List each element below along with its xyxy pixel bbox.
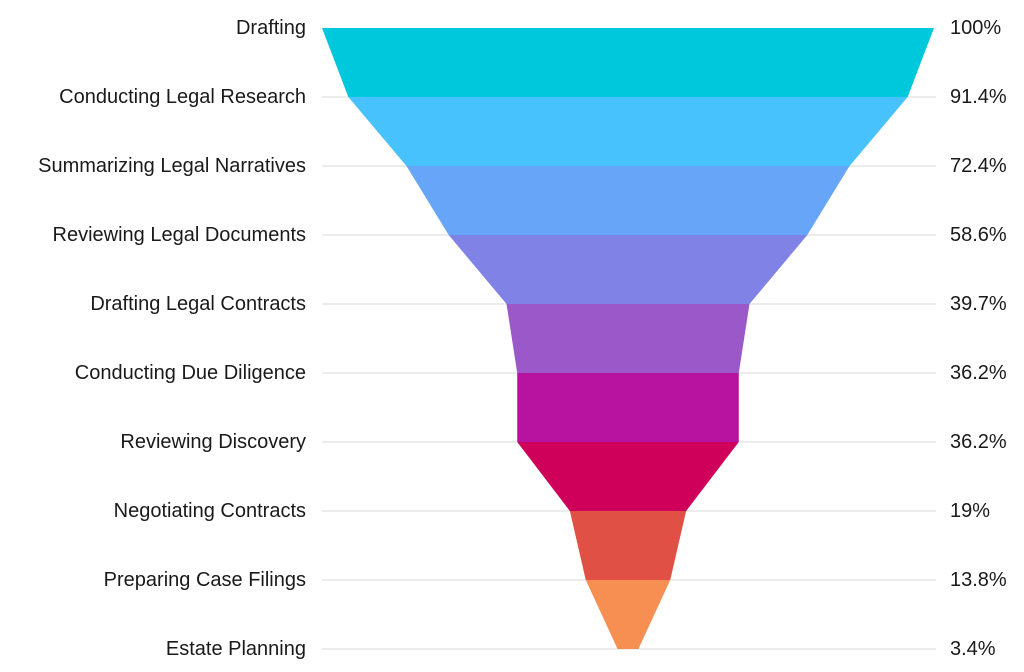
category-label: Negotiating Contracts (114, 500, 306, 522)
funnel-band (506, 304, 750, 373)
value-label: 36.2% (950, 431, 1007, 453)
category-label: Conducting Due Diligence (75, 362, 306, 384)
category-label: Estate Planning (166, 638, 306, 660)
value-label: 19% (950, 500, 990, 522)
value-labels: 100% 91.4% 72.4% 58.6% 39.7% 36.2% 36.2% 19% 13.… (950, 17, 1007, 660)
value-label: 58.6% (950, 224, 1007, 246)
funnel-band (348, 97, 908, 166)
value-label: 91.4% (950, 86, 1007, 108)
value-label: 100% (950, 17, 1001, 39)
category-label: Preparing Case Filings (104, 569, 306, 591)
category-label: Drafting Legal Contracts (90, 293, 306, 315)
funnel-band (517, 373, 739, 442)
funnel-band (406, 166, 850, 235)
funnel-band (322, 28, 934, 97)
category-label: Summarizing Legal Narratives (38, 155, 306, 177)
category-label: Reviewing Discovery (120, 431, 306, 453)
funnel-band (569, 511, 687, 580)
funnel-band (585, 580, 671, 649)
category-label: Reviewing Legal Documents (53, 224, 306, 246)
value-label: 72.4% (950, 155, 1007, 177)
category-label: Conducting Legal Research (59, 86, 306, 108)
funnel-band (448, 235, 808, 304)
funnel-band (517, 442, 739, 511)
category-labels: Drafting Conducting Legal Research Summari… (38, 17, 306, 660)
value-label: 3.4% (950, 638, 996, 660)
value-label: 39.7% (950, 293, 1007, 315)
category-label: Drafting (236, 17, 306, 39)
value-label: 13.8% (950, 569, 1007, 591)
value-label: 36.2% (950, 362, 1007, 384)
funnel-bands (322, 28, 934, 649)
